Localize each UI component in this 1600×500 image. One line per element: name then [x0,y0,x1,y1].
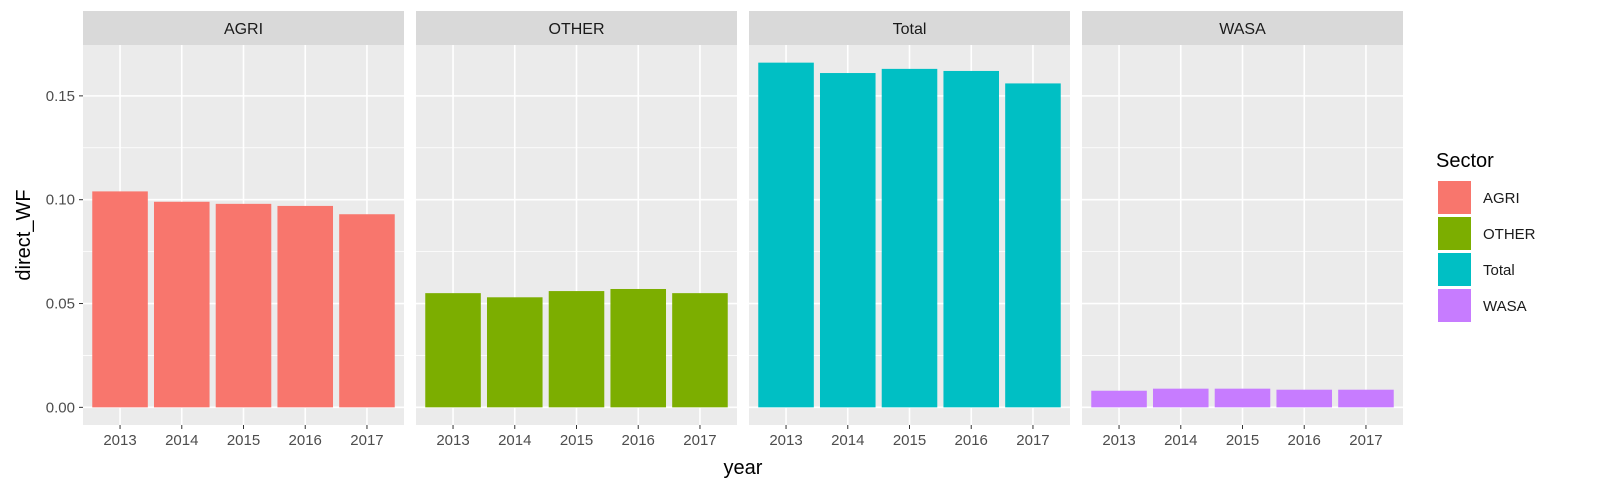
bar-wasa-2016 [1276,389,1333,408]
x-tick-label: 2017 [1016,432,1049,449]
bar-total-2015 [881,68,938,408]
y-tick-label: 0.00 [46,399,75,416]
x-tick-label: 2015 [227,432,260,449]
x-tick-label: 2016 [289,432,322,449]
x-tick-label: 2014 [1164,432,1197,449]
legend-label-agri: AGRI [1483,190,1520,207]
bar-total-2016 [943,70,1000,408]
legend-key-wasa [1438,289,1471,322]
legend-key-other [1438,217,1471,250]
bar-other-2017 [672,293,728,408]
x-tick-label: 2017 [350,432,383,449]
bar-agri-2016 [277,205,334,408]
bar-other-2014 [486,297,543,408]
y-tick-label: 0.15 [46,88,75,105]
facet-label-agri: AGRI [224,21,263,38]
x-tick-label: 2014 [165,432,198,449]
x-axis-title: year [724,457,763,479]
x-tick-label: 2013 [769,432,802,449]
facet-label-total: Total [893,21,927,38]
bar-total-2014 [819,73,876,408]
legend-key-total [1438,253,1471,286]
bar-agri-2014 [153,201,210,408]
legend-key-agri [1438,181,1471,214]
facet-label-wasa: WASA [1219,21,1266,38]
facet-strip [83,11,404,45]
x-tick-label: 2016 [622,432,655,449]
x-tick-label: 2013 [1102,432,1135,449]
y-tick-label: 0.05 [46,296,75,313]
facet-strip [749,11,1070,45]
bar-other-2013 [425,293,481,408]
bar-agri-2015 [215,203,272,408]
x-tick-label: 2015 [893,432,926,449]
bar-total-2017 [1005,83,1061,408]
bar-other-2016 [610,288,667,408]
x-tick-label: 2015 [560,432,593,449]
bar-agri-2013 [92,191,148,408]
bar-wasa-2015 [1214,388,1271,408]
x-tick-label: 2016 [955,432,988,449]
y-tick-label: 0.10 [46,192,75,209]
legend-label-total: Total [1483,262,1515,279]
x-tick-label: 2013 [103,432,136,449]
x-tick-label: 2014 [498,432,531,449]
bar-wasa-2014 [1152,388,1209,408]
bar-other-2015 [548,291,605,408]
bar-wasa-2017 [1338,389,1394,408]
x-tick-label: 2017 [1349,432,1382,449]
facet-strip [1082,11,1403,45]
legend-label-other: OTHER [1483,226,1536,243]
x-tick-label: 2013 [436,432,469,449]
x-tick-label: 2017 [683,432,716,449]
x-tick-label: 2014 [831,432,864,449]
bar-wasa-2013 [1091,390,1147,408]
facet-strip [416,11,737,45]
y-axis-title: direct_WF [13,189,35,280]
bar-total-2013 [758,62,814,408]
legend-title: Sector [1436,150,1494,172]
x-tick-label: 2015 [1226,432,1259,449]
legend-label-wasa: WASA [1483,298,1527,315]
bar-agri-2017 [339,214,395,408]
facet-label-other: OTHER [549,21,605,38]
x-tick-label: 2016 [1288,432,1321,449]
